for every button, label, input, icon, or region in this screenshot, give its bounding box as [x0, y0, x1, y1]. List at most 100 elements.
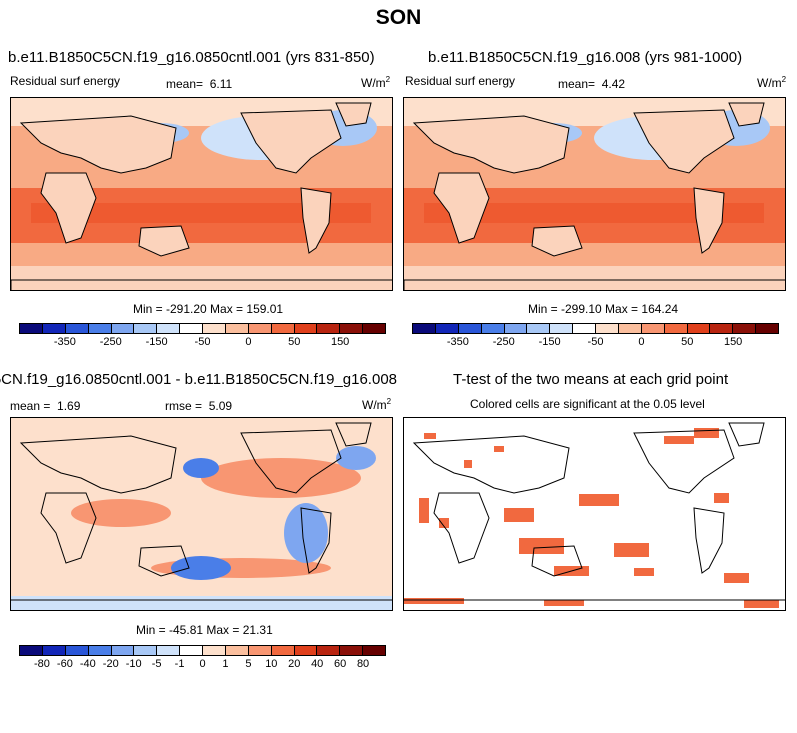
colorbar-swatch	[20, 646, 43, 655]
colorbar-swatch	[180, 324, 203, 333]
sig-cell	[664, 436, 694, 444]
colorbar-swatch	[88, 324, 112, 333]
colorbar-swatch	[294, 646, 318, 655]
colorbar-tick-label: -1	[174, 658, 185, 670]
colorbar-swatch	[157, 324, 181, 333]
sig-cell	[579, 494, 619, 506]
panel2-map-svg	[404, 98, 785, 290]
colorbar-swatch	[340, 646, 364, 655]
colorbar-swatch	[134, 324, 158, 333]
australia	[138, 545, 190, 577]
colorbar-tick-label: -150	[145, 336, 168, 348]
significant-cells	[404, 428, 779, 608]
positive-region-pacific	[201, 458, 361, 498]
africa	[433, 172, 490, 244]
negative-region-north-atlantic	[336, 446, 376, 470]
continent-outlines	[404, 422, 785, 601]
africa	[40, 172, 97, 244]
colorbar-swatch	[65, 324, 89, 333]
colorbar-swatch	[527, 324, 551, 333]
north-america	[633, 429, 735, 494]
colorbar-swatch	[363, 646, 385, 655]
colorbar-tick-label: 1	[222, 658, 229, 670]
colorbar-swatch	[180, 646, 203, 655]
south-america	[693, 187, 725, 254]
panel3-map-svg	[11, 418, 392, 610]
colorbar-tick-label: -50	[194, 336, 211, 348]
colorbar-tick-label: -20	[102, 658, 119, 670]
north-america	[240, 429, 342, 494]
colorbar-tick-label: 20	[288, 658, 301, 670]
panel2-colorbar-labels: -350 -250 -150 -50 0 50 150	[412, 336, 779, 350]
colorbar-tick-label: -60	[56, 658, 73, 670]
panel1-variable: Residual surf energy	[10, 74, 121, 88]
panel3-map	[10, 417, 393, 611]
panel3-colorbar	[19, 645, 386, 656]
panel2-colorbar	[412, 323, 779, 334]
colorbar-tick-label: -350	[53, 336, 76, 348]
colorbar-tick-label: -40	[79, 658, 96, 670]
colorbar-swatch	[596, 324, 619, 333]
figure-title: SON	[375, 6, 422, 29]
colorbar-swatch	[225, 324, 249, 333]
panel2-title: b.e11.B1850C5CN.f19_g16.008 (yrs 981-100…	[428, 49, 743, 66]
antarctica	[11, 279, 392, 290]
negative-region-south-indian	[171, 556, 231, 580]
colorbar-swatch	[756, 324, 778, 333]
antarctic-band	[11, 596, 392, 610]
diff-background	[11, 418, 392, 610]
colorbar-swatch	[641, 324, 665, 333]
colorbar-tick-label: -250	[99, 336, 122, 348]
panel2-units: W/m2	[757, 75, 787, 90]
panel2-mean: mean= 4.42	[558, 77, 626, 91]
greenland	[728, 102, 765, 127]
colorbar-swatch	[203, 324, 226, 333]
colorbar-swatch	[504, 324, 528, 333]
sig-cell	[714, 493, 729, 503]
panel1-units: W/m2	[361, 75, 391, 90]
colorbar-tick-label: -5	[151, 658, 162, 670]
colorbar-swatch	[458, 324, 482, 333]
sig-cell	[614, 543, 649, 557]
panel2-map	[403, 97, 786, 291]
sig-cell	[724, 573, 749, 583]
south-america	[300, 507, 332, 574]
equatorial-band	[31, 203, 371, 223]
panel1-mean: mean= 6.11	[166, 77, 233, 91]
panel3-units: W/m2	[362, 397, 392, 412]
eurasia	[19, 115, 177, 174]
colorbar-swatch	[317, 324, 341, 333]
colorbar-swatch	[481, 324, 505, 333]
greenland	[335, 102, 372, 127]
colorbar-swatch	[340, 324, 364, 333]
antarctica	[404, 279, 785, 290]
colorbar-swatch	[65, 646, 89, 655]
eurasia	[19, 435, 177, 494]
panel3-rmse: rmse = 5.09	[165, 399, 233, 413]
panel2-minmax: Min = -299.10 Max = 164.24	[528, 302, 679, 316]
panel3-colorbar-labels: -80 -60 -40 -20 -10 -5 -1 0 1 5 10 20 40 60 80	[19, 658, 386, 672]
eurasia	[412, 435, 570, 494]
colorbar-tick-label: -150	[538, 336, 561, 348]
colorbar-swatch	[710, 324, 734, 333]
australia	[138, 225, 190, 257]
colorbar-swatch	[294, 324, 318, 333]
colorbar-tick-label: 50	[681, 336, 694, 348]
greenland	[728, 422, 765, 447]
colorbar-swatch	[248, 646, 272, 655]
colorbar-tick-label: 80	[356, 658, 370, 670]
equatorial-band	[424, 203, 764, 223]
sig-cell	[504, 508, 534, 522]
colorbar-swatch	[550, 324, 574, 333]
greenland	[335, 422, 372, 447]
panel4-title: T-test of the two means at each grid poi…	[453, 371, 729, 388]
colorbar-tick-label: -10	[125, 658, 142, 670]
sig-cell	[404, 598, 464, 604]
colorbar-swatch	[435, 324, 459, 333]
sig-cell	[744, 600, 779, 608]
colorbar-swatch	[88, 646, 112, 655]
colorbar-swatch	[42, 324, 66, 333]
colorbar-swatch	[363, 324, 385, 333]
africa	[40, 492, 97, 564]
colorbar-swatch	[111, 646, 135, 655]
